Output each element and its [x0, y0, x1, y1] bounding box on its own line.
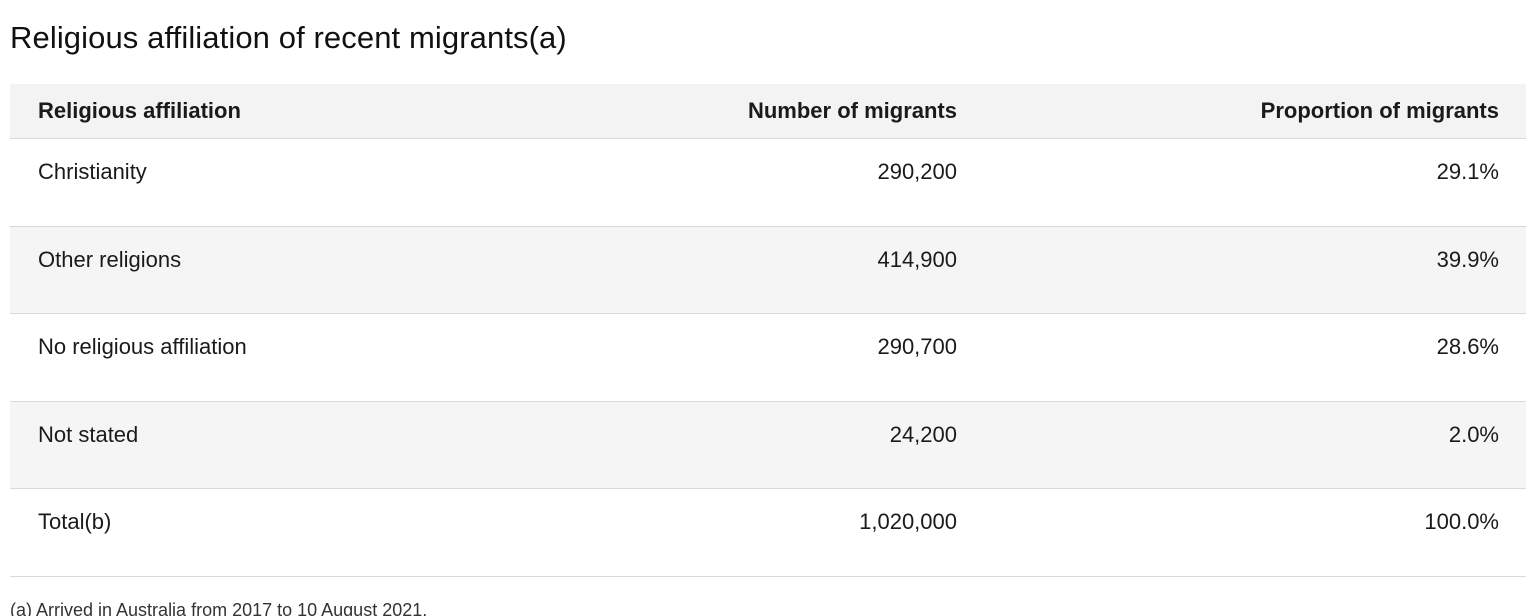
row-label: Total(b) — [38, 509, 112, 534]
row-proportion: 39.9% — [1436, 246, 1499, 272]
row-label: Christianity — [38, 159, 147, 184]
table-row-total: Total(b) 1,020,000 100.0% — [10, 489, 1526, 577]
row-number: 1,020,000 — [859, 509, 957, 534]
row-number: 24,200 — [889, 421, 957, 447]
row-label: Other religions — [38, 246, 182, 272]
row-proportion: 2.0% — [1448, 421, 1499, 447]
header-religious-affiliation: Religious affiliation — [38, 98, 241, 123]
row-number: 290,700 — [877, 334, 957, 359]
table-row: Christianity 290,200 29.1% — [10, 139, 1526, 227]
table-header-row: Religious affiliation Number of migrants… — [10, 84, 1526, 139]
row-number: 290,200 — [877, 159, 957, 184]
data-table: Religious affiliation Number of migrants… — [10, 84, 1526, 577]
footnote: (a) Arrived in Australia from 2017 to 10… — [10, 600, 428, 616]
row-proportion: 100.0% — [1424, 509, 1499, 534]
row-proportion: 28.6% — [1436, 334, 1499, 359]
table-row: Not stated 24,200 2.0% — [10, 401, 1526, 489]
table-row: No religious affiliation 290,700 28.6% — [10, 314, 1526, 402]
page-title: Religious affiliation of recent migrants… — [10, 20, 567, 55]
row-label: No religious affiliation — [38, 334, 247, 359]
row-proportion: 29.1% — [1436, 159, 1499, 184]
row-label: Not stated — [38, 421, 139, 447]
row-number: 414,900 — [877, 246, 957, 272]
header-proportion-of-migrants: Proportion of migrants — [1260, 98, 1499, 123]
table-row: Other religions 414,900 39.9% — [10, 226, 1526, 314]
header-number-of-migrants: Number of migrants — [747, 98, 957, 123]
